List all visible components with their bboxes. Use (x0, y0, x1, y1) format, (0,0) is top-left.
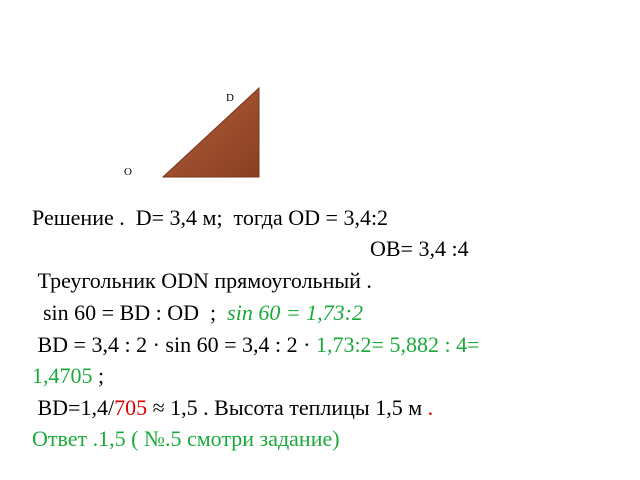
formula: 1,73:2= 5,882 : 4= (315, 332, 480, 357)
highlight: 705 (114, 395, 148, 420)
answer: Ответ .1,5 ( №.5 смотри задание) (32, 426, 340, 451)
text: ; (92, 363, 105, 388)
formula: 1,4705 (32, 363, 93, 388)
text: ≈ 1,5 . Высота теплицы 1,5 м (147, 395, 428, 420)
point-label: D (226, 92, 234, 104)
triangle (161, 86, 260, 178)
text-line: 1,4705 ; (32, 361, 104, 391)
text-line: OB= 3,4 :4 (370, 236, 469, 261)
highlight: . (427, 395, 434, 420)
text-line: BD=1,4/705 ≈ 1,5 . Высота теплицы 1,5 м … (32, 393, 434, 423)
text-line: sin 60 = BD : OD ; sin 60 = 1,73:2 (32, 298, 363, 328)
formula: sin 60 = 1,73:2 (227, 300, 364, 325)
text-line: BD = 3,4 : 2 · sin 60 = 3,4 : 2 · 1,73:2… (32, 330, 480, 360)
text: BD = 3,4 : 2 · sin 60 = 3,4 : 2 · (32, 332, 316, 357)
text-line: Треугольник ODN прямоугольный . (32, 268, 372, 293)
text: BD=1,4/ (32, 395, 115, 420)
text: sin 60 = BD : OD ; (32, 300, 228, 325)
text-line: Решение . D= 3,4 м; тогда OD = 3,4:2 (32, 205, 389, 230)
point-label: O (124, 166, 132, 178)
